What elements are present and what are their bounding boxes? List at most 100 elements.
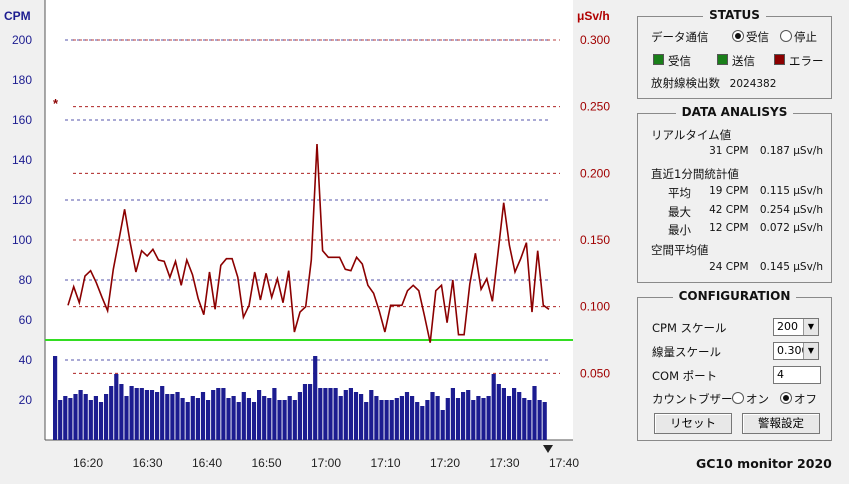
cpm-bar — [211, 390, 216, 440]
cpm-bar — [445, 398, 450, 440]
cpm-bar — [68, 398, 73, 440]
cpm-bar — [486, 396, 491, 440]
cpm-bar — [374, 396, 379, 440]
cpm-bar — [450, 388, 455, 440]
max-cpm: 42 CPM — [709, 204, 749, 216]
cpm-bar — [466, 390, 471, 440]
cpm-bar — [389, 400, 394, 440]
reset-button[interactable]: リセット — [654, 413, 732, 434]
cpm-bar — [292, 400, 297, 440]
cpm-bar — [359, 394, 364, 440]
current-time-marker-icon — [543, 445, 553, 453]
realtime-cpm: 31 CPM — [709, 145, 749, 157]
cpm-bar — [134, 388, 139, 440]
cpm-scale-select[interactable]: 200 ▼ — [773, 318, 819, 336]
cpm-bar — [496, 384, 501, 440]
status-panel: STATUS データ通信 受信 停止 受信 送信 エラー 放射線検出数 2024… — [637, 8, 832, 99]
cpm-tick-label: 160 — [12, 113, 32, 127]
chevron-down-icon: ▼ — [803, 343, 818, 359]
cpm-bar — [257, 390, 262, 440]
app-footer-title: GC10 monitor 2020 — [696, 456, 832, 471]
error-led-icon — [774, 54, 785, 65]
cpm-bar — [175, 392, 180, 440]
com-port-value: 4 — [777, 368, 784, 381]
max-usv: 0.254 μSv/h — [759, 204, 823, 216]
time-tick-label: 16:20 — [73, 456, 103, 470]
configuration-panel: CONFIGURATION CPM スケール 200 ▼ 線量スケール 0.30… — [637, 289, 832, 441]
cpm-bar — [506, 396, 512, 440]
time-tick-label: 17:00 — [311, 456, 341, 470]
cpm-bar — [430, 392, 435, 440]
cpm-bar — [73, 394, 78, 440]
error-indicator-label: エラー — [789, 54, 824, 68]
cpm-bar — [410, 396, 415, 440]
cpm-bar — [308, 384, 313, 440]
avg-label: 平均 — [668, 186, 691, 200]
usv-series-line — [67, 143, 550, 343]
buzzer-on-radio[interactable]: オン — [732, 391, 769, 407]
cpm-bar — [343, 390, 348, 440]
com-port-input[interactable]: 4 — [773, 366, 821, 384]
buzzer-on-radio-icon — [732, 392, 744, 404]
cpm-bar — [155, 392, 160, 440]
cpm-bar — [109, 386, 114, 440]
time-tick-label: 16:40 — [192, 456, 222, 470]
cpm-bar — [165, 394, 170, 440]
cpm-bar — [348, 388, 353, 440]
cpm-bar — [394, 398, 399, 440]
cpm-bar — [180, 398, 185, 440]
cpm-bar — [384, 400, 389, 440]
buzzer-off-radio[interactable]: オフ — [780, 391, 817, 407]
time-tick-label: 16:30 — [132, 456, 162, 470]
comm-stop-radio-icon — [780, 30, 792, 42]
cpm-bar — [318, 388, 323, 440]
send-led-icon — [717, 54, 728, 65]
cpm-bar — [98, 402, 104, 440]
space-avg-label: 空間平均値 — [651, 243, 709, 257]
usv-tick-label: 0.200 — [580, 166, 610, 180]
comm-receive-radio[interactable]: 受信 — [732, 29, 769, 45]
cpm-bar — [323, 388, 328, 440]
cpm-axis-title: CPM — [4, 9, 31, 23]
cpm-bar — [512, 388, 517, 440]
min-usv: 0.072 μSv/h — [759, 222, 823, 234]
cpm-bar — [190, 396, 195, 440]
cpm-bar — [124, 396, 129, 440]
cpm-bar — [241, 392, 246, 440]
cpm-bar — [455, 398, 461, 440]
cpm-bar — [399, 396, 404, 440]
cpm-bar — [338, 396, 343, 440]
usv-tick-label: 0.300 — [580, 33, 610, 47]
comm-receive-label: 受信 — [746, 30, 769, 44]
cpm-bar — [491, 374, 496, 440]
cpm-scale-value: 200 — [777, 320, 798, 333]
comm-stop-radio[interactable]: 停止 — [780, 29, 817, 45]
dose-scale-select[interactable]: 0.300 ▼ — [773, 342, 819, 360]
cpm-bar — [93, 396, 98, 440]
space-avg-usv: 0.145 μSv/h — [759, 261, 823, 273]
cpm-bar — [272, 388, 277, 440]
cpm-bar — [216, 388, 221, 440]
recent-stats-label: 直近1分間統計値 — [651, 167, 739, 181]
space-avg-cpm: 24 CPM — [709, 261, 749, 273]
cpm-bar — [221, 388, 226, 440]
alarm-settings-button[interactable]: 警報設定 — [742, 413, 820, 434]
cpm-bar — [328, 388, 333, 440]
cpm-bar — [139, 388, 144, 440]
cpm-tick-label: 200 — [12, 33, 32, 47]
error-indicator: エラー — [774, 53, 824, 69]
cpm-bar — [58, 400, 63, 440]
cpm-bar — [262, 396, 267, 440]
cpm-bar — [461, 392, 466, 440]
buzzer-off-radio-icon — [780, 392, 792, 404]
time-tick-label: 17:40 — [549, 456, 579, 470]
cpm-bar — [206, 400, 211, 440]
cpm-bar — [517, 392, 522, 440]
chevron-down-icon: ▼ — [803, 319, 818, 335]
cpm-bar — [119, 384, 124, 440]
realtime-usv: 0.187 μSv/h — [759, 145, 823, 157]
cpm-bar — [185, 402, 190, 440]
cpm-bar — [88, 400, 93, 440]
cpm-bar — [404, 392, 410, 440]
cpm-bar — [277, 400, 282, 440]
